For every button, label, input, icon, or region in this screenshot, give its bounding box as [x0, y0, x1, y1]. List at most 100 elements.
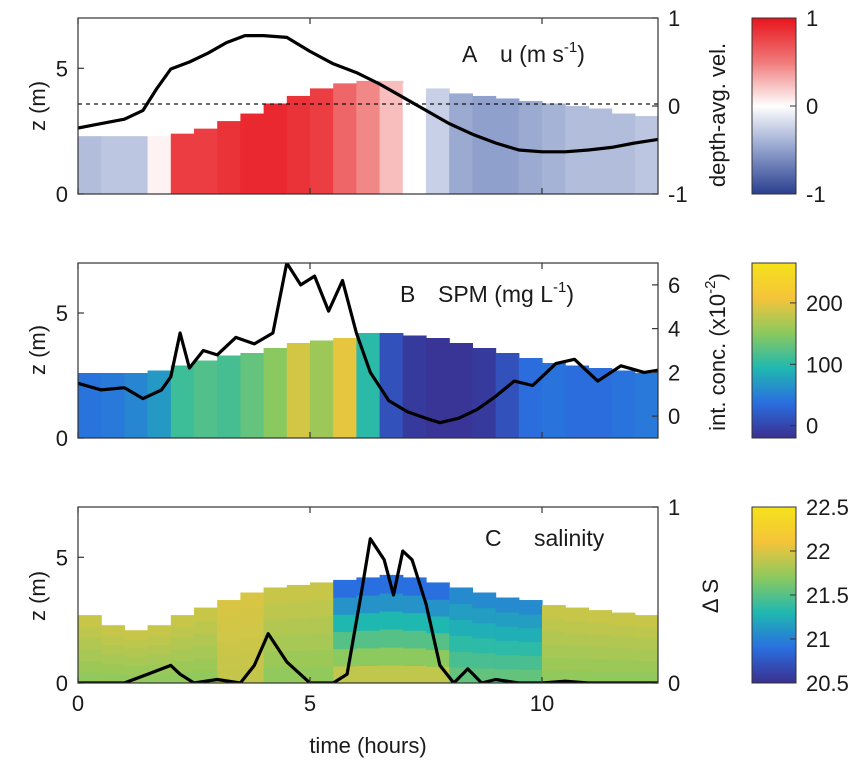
- panel-c-field-cell: [402, 595, 427, 614]
- panel-c-field-cell: [588, 610, 613, 623]
- panel-a-right-ylabel: depth-avg. vel.: [705, 43, 730, 187]
- panel-c-field-cell: [634, 615, 658, 628]
- panel-c-field-cell: [379, 664, 404, 683]
- panel-c-field-cell: [518, 655, 543, 670]
- panel-c-field-cell: [588, 622, 613, 635]
- panel-b-title: SPM (mg L-1): [438, 279, 574, 307]
- panel-c-field-cell: [634, 660, 658, 673]
- panel-c-field-cell: [495, 640, 520, 656]
- panel-c-field-cell: [78, 671, 102, 683]
- panel-c-field-cell: [310, 666, 334, 683]
- panel-c: 0 5 10 0 5 0 1 C salinity z (m) Δ S time (hour…: [25, 495, 849, 758]
- panel-b-y-tick-label: 5: [56, 301, 68, 326]
- panel-c-field-cell: [472, 652, 497, 669]
- panel-a-right-y-tick-label: -1: [668, 182, 688, 207]
- panel-c-field-cell: [611, 624, 636, 637]
- x-tick-label: 0: [72, 691, 84, 716]
- panel-c-field-cell: [217, 600, 241, 615]
- panel-c-field-cell: [147, 673, 172, 683]
- panel-b-field-column: [356, 333, 381, 438]
- panel-a-field-column: [634, 116, 658, 194]
- panel-a-field-column: [402, 83, 427, 194]
- panel-c-field-cell: [310, 615, 334, 634]
- panel-a-field-column: [379, 80, 404, 194]
- panel-c-field-cell: [565, 657, 589, 672]
- panel-c-field-cell: [240, 637, 265, 654]
- panel-b: 0 5 0 2 4 6 B SPM (mg L-1) z (m) int. conc. (…: [25, 262, 843, 451]
- panel-b-frame: [77, 262, 659, 439]
- panel-c-field-cell: [518, 669, 543, 683]
- panel-b-field-column: [565, 365, 589, 438]
- panel-b-field-column: [333, 338, 357, 438]
- panel-c-field-cell: [588, 658, 613, 672]
- panel-c-field-cell: [518, 627, 543, 643]
- panel-c-field-cell: [426, 632, 450, 651]
- panel-a-field-column: [101, 136, 125, 194]
- panel-c-field-cell: [402, 630, 427, 649]
- panel-b-y-tick-label: 0: [56, 426, 68, 451]
- panel-a-colorbar-tick-label: 1: [806, 6, 818, 31]
- panel-a-field-column: [240, 113, 265, 194]
- panel-c-field-cell: [170, 626, 195, 639]
- panel-c-field-cell: [472, 607, 497, 624]
- panel-c-right-y-tick-label: 0: [668, 671, 680, 696]
- panel-c-colorbar-tick-label: 20.5: [806, 671, 849, 696]
- panel-c-field-cell: [286, 650, 311, 668]
- panel-b-label: B: [400, 281, 415, 307]
- panel-c-field-cell: [611, 636, 636, 649]
- panel-c-field-cell: [78, 649, 102, 661]
- panel-c-field-cell: [518, 613, 543, 629]
- panel-c-field-cell: [542, 644, 566, 658]
- panel-c-field-cell: [194, 607, 218, 621]
- panel-b-field-column: [472, 348, 497, 438]
- panel-c-field-cell: [379, 610, 404, 630]
- panel-a-velocity-field: [78, 80, 658, 194]
- panel-c-field-cell: [101, 663, 125, 674]
- panel-b-ylabel: z (m): [25, 325, 50, 375]
- panel-a-field-column: [356, 80, 381, 194]
- panel-c-field-cell: [542, 657, 566, 671]
- panel-b-right-y-tick-label: 2: [668, 360, 680, 385]
- panel-c-y-tick-label: 5: [56, 545, 68, 570]
- panel-a-right-y-tick-label: 1: [668, 6, 680, 31]
- panel-c-field-cell: [217, 641, 241, 656]
- panel-c-field-cell: [588, 646, 613, 660]
- panel-c-field-cell: [147, 625, 172, 636]
- panel-c-field-cell: [310, 649, 334, 667]
- panel-c-field-cell: [78, 637, 102, 650]
- panel-c-field-cell: [634, 671, 658, 683]
- panel-c-field-cell: [240, 607, 265, 624]
- panel-c-field-cell: [495, 626, 520, 641]
- panel-b-right-y-tick-label: 4: [668, 317, 680, 342]
- panel-c-y-tick-label: 0: [56, 671, 68, 696]
- panel-b-field-column: [310, 340, 334, 438]
- panel-b-field-column: [518, 358, 543, 438]
- panel-b-colorbar-tick-label: 0: [806, 414, 818, 439]
- panel-c-field-cell: [588, 670, 613, 683]
- panel-c-field-cell: [170, 660, 195, 673]
- panel-c-colorbar-tick-label: 22: [806, 539, 830, 564]
- panel-a-field-column: [124, 136, 149, 194]
- panel-c-field-cell: [147, 634, 172, 646]
- panel-c-field-cell: [565, 607, 589, 621]
- panel-a-field-column: [449, 93, 473, 194]
- panel-c-field-cell: [170, 649, 195, 661]
- panel-c-field-cell: [101, 625, 125, 636]
- panel-c-field-cell: [124, 656, 149, 666]
- panel-b-field-column: [263, 348, 288, 438]
- panel-b-field-column: [402, 335, 427, 438]
- panel-b-field-column: [240, 353, 265, 438]
- panel-c-field-cell: [402, 612, 427, 631]
- panel-b-field-column: [101, 373, 125, 438]
- panel-c-label: C: [485, 525, 502, 551]
- panel-a-field-column: [611, 113, 636, 194]
- panel-c-field-cell: [263, 587, 288, 604]
- panel-c-field-cell: [263, 667, 288, 683]
- panel-c-field-cell: [611, 647, 636, 661]
- panel-c-field-cell: [194, 645, 218, 659]
- panel-a-field-column: [217, 121, 241, 194]
- panel-c-field-cell: [310, 599, 334, 617]
- panel-c-field-cell: [147, 654, 172, 665]
- panel-a-colorbar: [751, 17, 797, 195]
